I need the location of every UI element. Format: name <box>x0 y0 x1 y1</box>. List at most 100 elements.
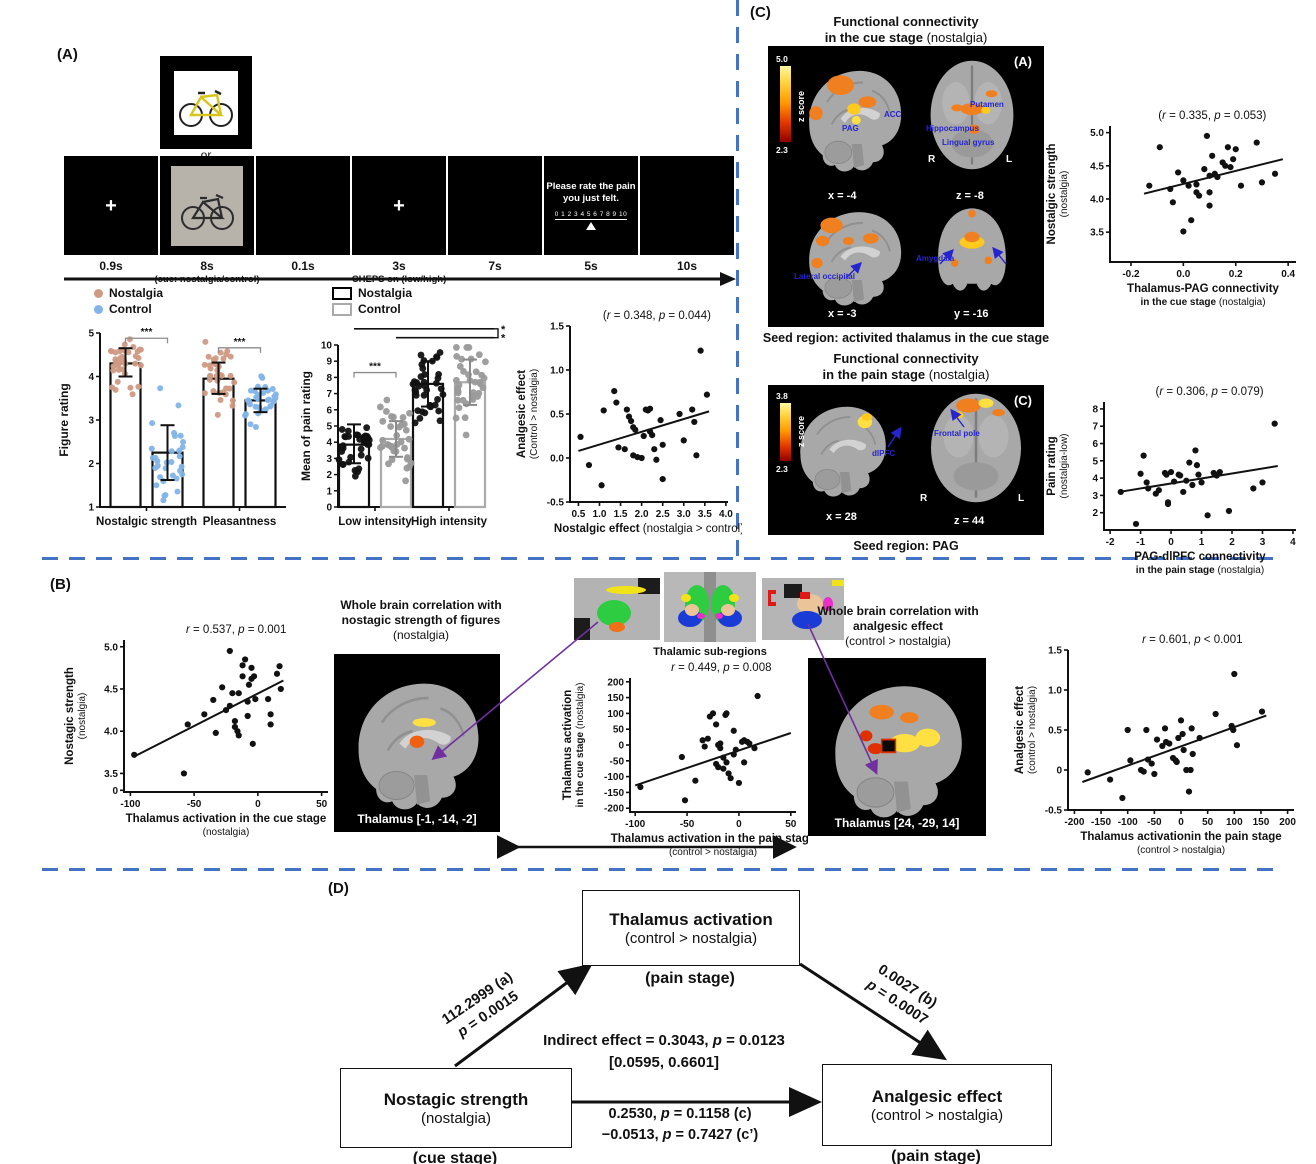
svg-text:50: 50 <box>1202 817 1214 828</box>
nostalgia-dot-swatch <box>94 288 103 298</box>
mediator-stage: (pain stage) <box>645 970 735 987</box>
svg-text:-100: -100 <box>120 799 140 810</box>
legend-label: Nostalgia <box>109 286 164 300</box>
legend-label: Control <box>358 302 401 316</box>
thalamus-coords-right: Thalamus [24, -29, 14] <box>834 816 960 830</box>
svg-text:0: 0 <box>255 799 261 810</box>
svg-text:-150: -150 <box>604 788 624 799</box>
thalamus-brain-right: Thalamus [24, -29, 14] <box>808 658 986 836</box>
putamen-label: Putamen <box>970 100 1004 109</box>
svg-text:2: 2 <box>88 459 94 470</box>
thalamus-brain-left: Thalamus [-1, -14, -2] <box>334 654 500 832</box>
svg-text:6: 6 <box>326 405 332 416</box>
cue-image-box <box>160 56 252 149</box>
svg-text:Analgesic effect: Analgesic effect <box>1014 686 1026 774</box>
timeline-frame: Please rate the pain you just felt. 0 1 2… <box>544 156 638 285</box>
svg-text:-100: -100 <box>625 819 645 830</box>
svg-text:Pleasantness: Pleasantness <box>203 516 277 528</box>
timeline-arrow <box>64 272 736 286</box>
predictor-box: Nostagic strength (nostalgia) <box>340 1068 572 1148</box>
zscore-colorbar <box>780 403 791 461</box>
left-label: L <box>1006 154 1013 165</box>
timeline-frame: 8s (cue: nostalgia/control) <box>154 156 260 285</box>
svg-text:-150: -150 <box>1091 817 1111 828</box>
svg-text:Thalamus activation: Thalamus activation <box>562 690 574 801</box>
colorbar-label: z score <box>796 415 806 447</box>
svg-text:(Control > nostalgia): (Control > nostalgia) <box>529 369 540 459</box>
svg-text:-1: -1 <box>1136 537 1145 548</box>
thalamic-subregions-label: Thalamic sub-regions <box>653 646 767 658</box>
svg-text:***: *** <box>234 337 246 348</box>
slice-coord: x = 28 <box>826 511 857 523</box>
panel-c-label: (C) <box>750 4 771 21</box>
figure-rating-chart: Nostalgia Control 1 2 3 4 5 Nostalgic strengt… <box>56 283 296 547</box>
svg-text:3.0: 3.0 <box>677 509 691 520</box>
analgesic-vs-nostalgic-scatter: 0.5 1.0 1.5 2.0 2.5 3.0 3.5 4.0 -0.5 0.0 0.5 1.0 1.5… <box>514 298 742 548</box>
svg-text:5: 5 <box>1092 456 1098 467</box>
svg-text:200: 200 <box>607 677 624 688</box>
inner-panel-c-label: (C) <box>1013 393 1032 408</box>
svg-text:(nostalgia-low): (nostalgia-low) <box>1059 433 1070 498</box>
svg-text:4: 4 <box>88 372 94 383</box>
svg-text:-2: -2 <box>1106 537 1115 548</box>
svg-text:Nostagic strength: Nostagic strength <box>64 667 76 765</box>
outcome-stage: (pain stage) <box>891 1148 981 1164</box>
svg-text:*: * <box>501 333 506 345</box>
nostalgia-bar-swatch <box>332 286 352 300</box>
svg-text:5.0: 5.0 <box>104 642 118 653</box>
svg-text:-0.5: -0.5 <box>1045 806 1063 817</box>
svg-text:-100: -100 <box>604 772 624 783</box>
hippocampus-label: Hippocampus <box>926 124 979 133</box>
svg-text:1.0: 1.0 <box>593 509 607 520</box>
svg-text:r = 0.601, p < 0.001: r = 0.601, p < 0.001 <box>1142 634 1242 646</box>
thalamic-subregion-image-1 <box>574 578 660 645</box>
svg-text:PAG-dlPFC connectivity: PAG-dlPFC connectivity <box>1134 551 1266 563</box>
colorbar-min: 2.3 <box>776 145 788 155</box>
fc-pain-brain-panel: 3.8 2.3 z score (C) dlPFC Frontal pole R… <box>768 385 1044 535</box>
svg-text:3: 3 <box>1092 491 1098 502</box>
legend-label: Control <box>109 302 152 316</box>
svg-text:(control > nostalgia): (control > nostalgia) <box>1137 845 1225 856</box>
panel-b-label: (B) <box>50 576 71 593</box>
seed-caption-pag: Seed region: PAG <box>853 539 959 553</box>
svg-text:0: 0 <box>736 819 742 830</box>
svg-text:3.5: 3.5 <box>698 509 712 520</box>
seed-caption-cue: Seed region: activited thalamus in the c… <box>762 331 1050 345</box>
frame-duration: 5s <box>584 259 598 273</box>
svg-text:1: 1 <box>1199 537 1205 548</box>
slice-coord: x = -4 <box>828 190 857 202</box>
svg-text:-50: -50 <box>187 799 202 810</box>
svg-text:in the cue stage (nostalgia): in the cue stage (nostalgia) <box>1140 297 1265 308</box>
thalamus-pag-scatter: -0.2 0.0 0.2 0.4 3.5 4.0 4.5 5.0 (r = 0.335, p =… <box>1044 98 1312 310</box>
svg-text:Analgesic effect: Analgesic effect <box>516 370 528 458</box>
svg-text:1.0: 1.0 <box>550 366 564 377</box>
svg-text:(r = 0.335, p = 0.053): (r = 0.335, p = 0.053) <box>1158 110 1266 122</box>
svg-text:Pain rating: Pain rating <box>1046 436 1058 495</box>
svg-text:1.0: 1.0 <box>1048 686 1062 697</box>
svg-text:Thalamus-PAG connectivity: Thalamus-PAG connectivity <box>1127 283 1279 295</box>
svg-text:(r = 0.348, p = 0.044): (r = 0.348, p = 0.044) <box>603 310 711 322</box>
brain-slices-pain <box>800 393 1021 503</box>
svg-text:***: *** <box>369 362 381 373</box>
right-label: R <box>920 493 928 504</box>
pag-dlpfc-scatter: -2 -1 0 1 2 3 4 2 3 4 5 6 7 8 (r = 0.306, p = 0.079) PA… <box>1044 374 1312 578</box>
fc-pain-title: Functional connectivity in the pain stag… <box>822 351 990 383</box>
timeline-frame: 10s <box>640 156 734 285</box>
frame-duration: 0.1s <box>291 259 315 273</box>
svg-text:150: 150 <box>607 693 624 704</box>
mediator-box: Thalamus activation (control > nostalgia… <box>582 890 800 966</box>
panel-d-label: (D) <box>328 880 349 897</box>
frame-duration: 7s <box>488 259 502 273</box>
brain-sagittal-right <box>835 686 962 818</box>
svg-text:3: 3 <box>1260 537 1266 548</box>
colorbar-max: 3.8 <box>776 391 788 401</box>
svg-text:*: * <box>501 324 506 336</box>
svg-text:0.0: 0.0 <box>1176 269 1190 280</box>
svg-text:-0.2: -0.2 <box>1122 269 1140 280</box>
svg-text:5: 5 <box>88 329 94 340</box>
svg-text:100: 100 <box>607 709 624 720</box>
colorbar-label: z score <box>796 90 806 122</box>
svg-text:1.5: 1.5 <box>550 322 564 333</box>
left-label: L <box>1018 493 1025 504</box>
